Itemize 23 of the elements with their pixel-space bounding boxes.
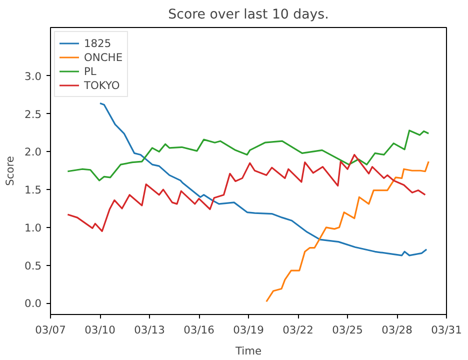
x-tick-label: 03/19 xyxy=(233,324,264,336)
legend-label: TOKYO xyxy=(84,78,120,92)
x-tick-label: 03/07 xyxy=(35,324,66,336)
y-tick-label: 1.5 xyxy=(24,184,42,197)
y-tick-label: 2.5 xyxy=(24,108,42,121)
x-tick-label: 03/16 xyxy=(184,324,215,336)
x-tick-label: 03/28 xyxy=(382,324,413,336)
legend-label: ONCHE xyxy=(84,50,123,64)
legend-label: 1825 xyxy=(84,36,112,50)
y-tick-label: 1.0 xyxy=(24,221,42,234)
y-axis-title: Score xyxy=(4,156,17,186)
y-tick-label: 0.0 xyxy=(24,297,42,310)
x-tick-label: 03/31 xyxy=(431,324,462,336)
legend-label: PL xyxy=(84,64,98,78)
x-axis-title: Time xyxy=(234,344,262,358)
chart-title: Score over last 10 days. xyxy=(168,8,329,22)
y-tick-label: 0.5 xyxy=(24,259,42,272)
x-tick-label: 03/10 xyxy=(84,324,116,336)
x-tick-label: 03/13 xyxy=(134,324,165,336)
x-tick-label: 03/25 xyxy=(332,324,363,336)
y-tick-label: 3.0 xyxy=(24,70,42,83)
x-tick-label: 03/22 xyxy=(282,324,314,336)
y-tick-label: 2.0 xyxy=(24,146,42,159)
